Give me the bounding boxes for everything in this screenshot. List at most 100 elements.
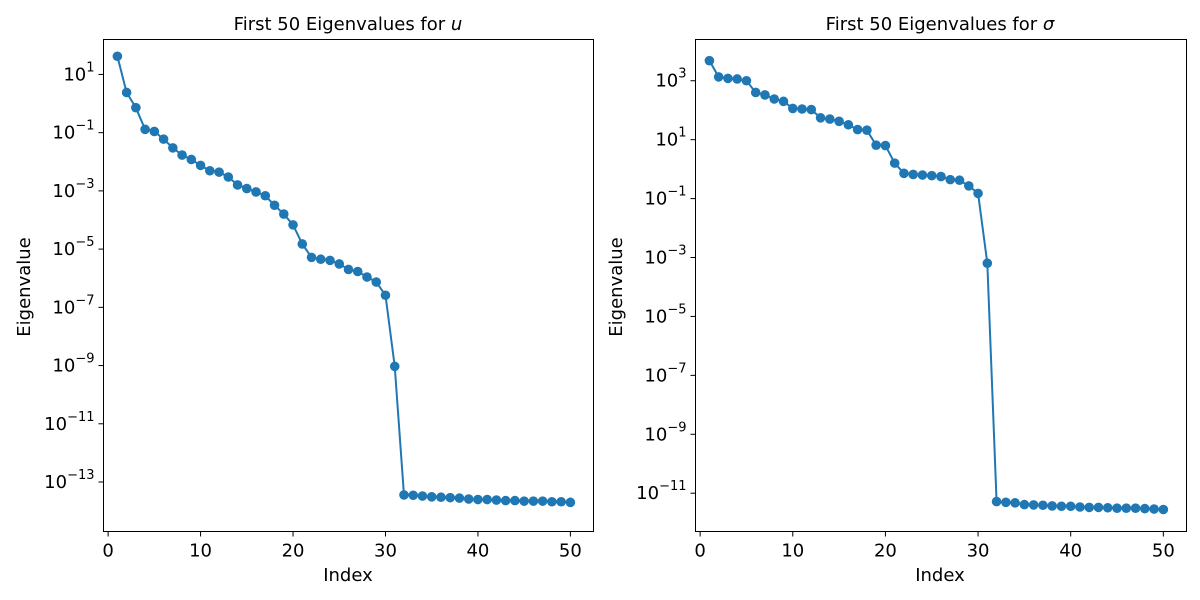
x-tick-label: 50 xyxy=(1152,541,1175,562)
data-point xyxy=(547,496,557,507)
data-point xyxy=(177,150,187,160)
data-point xyxy=(1130,503,1141,513)
data-point xyxy=(973,188,983,199)
y-tick-label: 10−11 xyxy=(44,410,94,435)
data-point xyxy=(1084,502,1095,513)
data-point xyxy=(871,140,881,150)
data-point xyxy=(945,174,956,185)
x-tick-label: 10 xyxy=(781,541,804,562)
data-point xyxy=(787,103,798,114)
data-point xyxy=(223,172,234,182)
data-point xyxy=(1047,501,1057,511)
data-point xyxy=(1112,503,1122,513)
data-point xyxy=(214,167,224,177)
x-axis-label: Index xyxy=(323,565,373,586)
chart-sigma-eigenvalues: First 50 Eigenvalues for σ Index Eigenva… xyxy=(606,14,1187,586)
data-point xyxy=(380,290,391,301)
data-point xyxy=(260,190,271,201)
data-point xyxy=(982,258,993,269)
x-tick-label: 30 xyxy=(374,541,397,562)
data-point xyxy=(556,496,566,507)
y-tick-label: 103 xyxy=(655,67,686,92)
y-tick-label: 10−7 xyxy=(52,293,94,318)
plot-frame xyxy=(695,39,1187,532)
data-point xyxy=(880,140,891,151)
data-point xyxy=(917,170,928,180)
x-tick-label: 10 xyxy=(189,541,212,562)
data-point xyxy=(1149,504,1159,514)
data-point xyxy=(463,494,474,504)
y-tick-label: 10−13 xyxy=(44,468,94,493)
data-point xyxy=(1001,497,1011,508)
data-series xyxy=(704,55,1169,515)
data-point xyxy=(362,272,372,282)
data-point xyxy=(297,239,308,249)
y-tick-label: 10−7 xyxy=(644,361,686,386)
data-point xyxy=(908,169,919,180)
data-point xyxy=(500,495,511,506)
data-point xyxy=(825,114,835,124)
data-point xyxy=(741,75,752,86)
data-point xyxy=(112,51,123,62)
data-point xyxy=(936,171,946,182)
data-point xyxy=(242,183,252,194)
data-point xyxy=(1056,501,1067,512)
data-point xyxy=(834,116,844,127)
data-point xyxy=(473,494,483,505)
y-tick-label: 10−11 xyxy=(636,479,686,504)
data-point xyxy=(482,494,492,505)
y-tick-label: 10−5 xyxy=(52,235,94,260)
data-point xyxy=(769,94,780,104)
data-point xyxy=(991,496,1002,507)
y-axis-label: Eigenvalue xyxy=(14,237,35,336)
axis-ticks: 0 10 20 30 40 50 101 10−1 10−3 10−5 10−7 10−9 10−11 1… xyxy=(44,60,582,561)
x-tick-label: 20 xyxy=(282,541,305,562)
data-point xyxy=(121,87,132,98)
data-point xyxy=(195,160,206,171)
data-point xyxy=(288,220,298,230)
axis-ticks: 0 10 20 30 40 50 103 101 10−1 10−3 10−5 10−7 10−9 10−… xyxy=(636,67,1175,562)
data-point xyxy=(131,102,141,113)
x-tick-label: 0 xyxy=(102,541,113,562)
data-point xyxy=(1038,500,1048,511)
data-point xyxy=(315,254,326,265)
data-point xyxy=(926,170,937,181)
data-point xyxy=(158,134,169,144)
data-point xyxy=(205,165,215,176)
data-point xyxy=(343,264,354,275)
data-point xyxy=(149,126,160,137)
data-point xyxy=(519,496,529,506)
x-tick-label: 20 xyxy=(874,541,897,562)
data-point xyxy=(417,491,428,501)
data-point xyxy=(491,495,502,505)
plot-frame xyxy=(103,39,594,532)
data-series xyxy=(112,51,576,508)
x-tick-label: 50 xyxy=(559,541,582,562)
data-point xyxy=(1093,502,1104,513)
data-point xyxy=(862,125,872,135)
data-point xyxy=(750,87,761,98)
data-point xyxy=(325,255,335,266)
y-tick-label: 10−9 xyxy=(52,352,94,377)
series-line xyxy=(708,60,1164,511)
data-point xyxy=(797,104,807,114)
data-point xyxy=(269,200,280,211)
data-point xyxy=(436,492,446,503)
data-point xyxy=(140,124,150,135)
data-point xyxy=(352,266,363,277)
data-point xyxy=(713,72,724,82)
y-tick-label: 101 xyxy=(655,126,686,151)
data-point xyxy=(334,259,345,269)
y-tick-label: 10−9 xyxy=(644,420,686,445)
data-point xyxy=(889,158,900,168)
data-point xyxy=(732,74,742,84)
y-tick-label: 10−3 xyxy=(52,177,94,202)
y-tick-label: 10−1 xyxy=(52,119,94,144)
y-tick-label: 10−3 xyxy=(644,244,686,269)
y-tick-label: 10−1 xyxy=(644,185,686,210)
data-point xyxy=(806,104,817,115)
data-point xyxy=(1158,504,1169,515)
data-point xyxy=(1121,503,1132,513)
data-point xyxy=(565,497,576,508)
data-point xyxy=(537,496,548,506)
